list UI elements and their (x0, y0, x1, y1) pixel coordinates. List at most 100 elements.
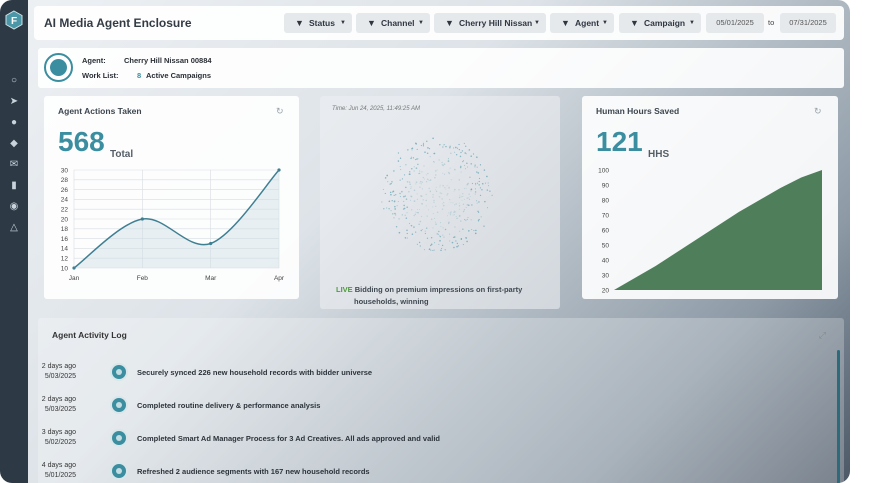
sphere-point (443, 173, 446, 175)
sphere-point (447, 158, 449, 160)
log-entry[interactable]: 4 days ago 5/01/2025 Refreshed 2 audienc… (38, 460, 818, 483)
sphere-point (384, 192, 386, 195)
start-date-input[interactable]: 05/01/2025 (706, 13, 764, 33)
sphere-point (387, 181, 389, 183)
sphere-point (408, 173, 411, 176)
refresh-icon[interactable]: ↻ (276, 106, 284, 116)
page-title: AI Media Agent Enclosure (44, 16, 192, 30)
sphere-point (417, 163, 419, 166)
hours-area-chart: 20 30 40 50 60 70 80 90 100 (598, 167, 822, 294)
panel-title: Agent Actions Taken (58, 106, 142, 116)
chat-icon[interactable]: ◆ (10, 138, 18, 149)
log-entry[interactable]: 2 days ago 5/03/2025 Completed routine d… (38, 394, 818, 418)
sphere-point (439, 143, 441, 146)
sphere-point (395, 226, 398, 228)
worklist-value[interactable]: Active Campaigns (146, 71, 212, 80)
sphere-point (421, 203, 423, 205)
sphere-point (393, 194, 395, 196)
app-window: F ○ ➤ ● ◆ ✉ ▮ ◉ △ AI Media Agent Enclosu… (0, 0, 850, 483)
sphere-point (391, 181, 393, 183)
sphere-point (388, 208, 390, 210)
sphere-point (419, 172, 421, 174)
svg-text:F: F (11, 16, 17, 27)
world-icon[interactable]: ◉ (9, 201, 19, 212)
globe-icon[interactable]: ● (10, 117, 18, 128)
chevron-down-icon: ▼ (689, 20, 695, 26)
log-date: 5/03/2025 (44, 406, 76, 413)
sphere-point (395, 214, 397, 216)
sphere-point (450, 179, 452, 181)
sphere-point (455, 146, 457, 149)
sphere-point (454, 210, 456, 212)
sphere-point (419, 220, 422, 223)
sphere-point (429, 190, 432, 193)
sphere-point (449, 233, 451, 235)
panel-title: Human Hours Saved (596, 106, 680, 116)
actions-count: 568 (58, 126, 105, 157)
sphere-point (413, 214, 415, 217)
sphere-point (486, 175, 488, 178)
sphere-point (403, 200, 405, 202)
sphere-point (489, 190, 491, 192)
log-message: Refreshed 2 audience segments with 167 n… (137, 467, 370, 476)
log-scrollbar[interactable] (837, 350, 840, 483)
y-tick-label: 20 (61, 216, 69, 223)
robot-icon[interactable]: ○ (10, 75, 18, 86)
sphere-point (413, 189, 416, 192)
rocket-icon[interactable]: ➤ (9, 96, 19, 107)
sphere-point (441, 244, 444, 247)
activity-log-panel: Agent Activity Log ⤢ 2 days ago 5/03/202… (38, 318, 844, 483)
sphere-point (448, 212, 450, 214)
sphere-point (458, 215, 461, 217)
sphere-point (476, 171, 478, 173)
log-entry[interactable]: 2 days ago 5/03/2025 Securely synced 226… (38, 361, 818, 385)
status-filter-button[interactable]: ▼ Status ▼ (284, 13, 352, 33)
sphere-point (443, 202, 445, 204)
sphere-point (425, 205, 427, 207)
sphere-point (456, 217, 458, 220)
sphere-point (419, 208, 420, 210)
sphere-point (458, 188, 460, 191)
app-logo-icon[interactable]: F (4, 10, 24, 30)
sphere-point (432, 137, 434, 140)
y-tick-label: 80 (602, 197, 610, 204)
sphere-point (478, 184, 480, 186)
channel-filter-button[interactable]: ▼ Channel ▼ (356, 13, 430, 33)
sphere-point (448, 187, 450, 189)
sphere-point (433, 249, 435, 251)
sphere-point (460, 220, 462, 222)
sphere-point (415, 181, 418, 184)
sphere-point (477, 210, 479, 213)
agent-filter-button[interactable]: ▼ Agent ▼ (550, 13, 614, 33)
bar-chart-icon[interactable]: ▮ (11, 180, 17, 191)
sphere-point (416, 158, 418, 160)
refresh-icon[interactable]: ↻ (814, 106, 822, 116)
sphere-point (419, 170, 421, 172)
sphere-point (460, 171, 462, 173)
expand-icon[interactable]: ⤢ (818, 330, 826, 340)
sphere-point (433, 152, 436, 155)
x-tick-label: Jan (69, 275, 80, 282)
dealer-filter-button[interactable]: ▼ Cherry Hill Nissan ▼ (434, 13, 546, 33)
sphere-point (470, 190, 472, 192)
team-icon[interactable]: △ (10, 222, 18, 233)
data-point (72, 266, 76, 270)
log-message: Completed Smart Ad Manager Process for 3… (137, 434, 441, 443)
sphere-point (414, 213, 417, 216)
sphere-point (442, 144, 444, 146)
sphere-point (474, 164, 476, 166)
campaign-filter-button[interactable]: ▼ Campaign ▼ (619, 13, 701, 33)
end-date-input[interactable]: 07/31/2025 (780, 13, 836, 33)
filter-icon: ▼ (561, 18, 570, 28)
sphere-point (416, 148, 418, 151)
sphere-point (488, 185, 490, 187)
sphere-point (462, 210, 465, 213)
sphere-point (411, 149, 413, 151)
mail-icon[interactable]: ✉ (9, 159, 19, 170)
log-entry[interactable]: 3 days ago 5/02/2025 Completed Smart Ad … (38, 427, 818, 451)
sphere-point (435, 186, 437, 188)
sphere-point (448, 198, 451, 201)
sphere-point (394, 212, 396, 215)
sphere-point (439, 236, 442, 238)
sphere-point (421, 188, 423, 190)
